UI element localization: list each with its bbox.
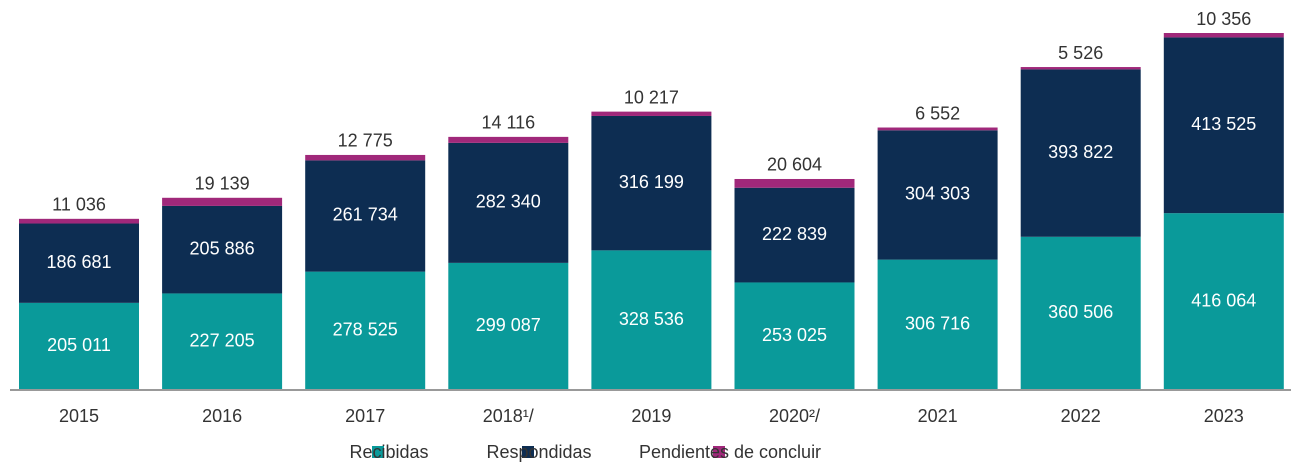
value-label: 282 340 bbox=[476, 192, 541, 212]
value-label: 222 839 bbox=[762, 224, 827, 244]
bar-segment bbox=[305, 160, 426, 272]
x-tick-label: 2022 bbox=[1061, 406, 1101, 426]
bar-segment bbox=[19, 223, 139, 303]
value-label: 360 506 bbox=[1048, 302, 1113, 322]
bar-segment bbox=[734, 187, 855, 283]
legend-label: Pendientes de concluir bbox=[639, 442, 821, 462]
x-tick-label: 2018¹/ bbox=[483, 406, 534, 426]
value-label: 11 036 bbox=[52, 195, 106, 215]
bar-segment bbox=[1020, 67, 1141, 70]
x-tick-label: 2021 bbox=[918, 406, 958, 426]
x-tick-label: 2020²/ bbox=[769, 406, 820, 426]
value-label: 186 681 bbox=[46, 252, 111, 272]
value-label: 304 303 bbox=[905, 184, 970, 204]
value-label: 328 536 bbox=[619, 309, 684, 329]
bar-segment bbox=[734, 178, 855, 188]
x-tick-label: 2016 bbox=[202, 406, 242, 426]
bar-segment bbox=[1163, 37, 1284, 214]
x-tick-label: 2017 bbox=[345, 406, 385, 426]
bar-segment bbox=[877, 130, 998, 260]
x-tick-label: 2015 bbox=[59, 406, 99, 426]
value-label: 393 822 bbox=[1048, 142, 1113, 162]
bar-segment bbox=[162, 205, 283, 294]
value-label: 299 087 bbox=[476, 315, 541, 335]
value-label: 306 716 bbox=[905, 314, 970, 334]
value-label: 19 139 bbox=[195, 174, 250, 194]
bar-segment bbox=[305, 154, 426, 161]
bar-segment bbox=[19, 302, 139, 390]
bar-segment bbox=[1020, 69, 1141, 237]
value-label: 12 775 bbox=[338, 131, 393, 151]
value-label: 416 064 bbox=[1191, 290, 1256, 310]
bar-segment bbox=[591, 250, 712, 390]
x-tick-label: 2023 bbox=[1204, 406, 1244, 426]
bar-segment bbox=[162, 293, 283, 390]
value-label: 316 199 bbox=[619, 172, 684, 192]
value-label: 10 217 bbox=[624, 87, 679, 107]
value-label: 261 734 bbox=[333, 205, 398, 225]
value-label: 10 356 bbox=[1196, 9, 1251, 29]
value-label: 14 116 bbox=[481, 113, 535, 133]
value-label: 278 525 bbox=[333, 320, 398, 340]
legend-swatch bbox=[713, 446, 725, 458]
value-label: 6 552 bbox=[915, 103, 960, 123]
bar-segment bbox=[877, 259, 998, 390]
bar-segment bbox=[19, 218, 139, 224]
value-label: 205 886 bbox=[190, 238, 255, 258]
legend-swatch bbox=[522, 446, 534, 458]
x-tick-label: 2019 bbox=[631, 406, 671, 426]
bar-segment bbox=[305, 271, 426, 390]
value-label: 5 526 bbox=[1058, 43, 1103, 63]
value-label: 20 604 bbox=[767, 155, 822, 175]
bar-segment bbox=[734, 282, 855, 390]
bar-segment bbox=[1163, 213, 1284, 390]
legend-label: Respondidas bbox=[486, 442, 591, 462]
bar-segment bbox=[162, 197, 283, 206]
value-label: 227 205 bbox=[190, 330, 255, 350]
legend-swatch bbox=[372, 446, 384, 458]
bar-segment bbox=[1020, 236, 1141, 390]
value-label: 413 525 bbox=[1191, 114, 1256, 134]
value-label: 205 011 bbox=[47, 335, 111, 355]
bar-segment bbox=[1163, 33, 1284, 38]
value-label: 253 025 bbox=[762, 325, 827, 345]
bar-segment bbox=[591, 115, 712, 251]
legend-label: Recibidas bbox=[349, 442, 428, 462]
bar-segment bbox=[448, 262, 569, 390]
bar-segment bbox=[448, 142, 569, 263]
bar-segment bbox=[591, 111, 712, 116]
bar-segment bbox=[448, 136, 569, 143]
bar-segment bbox=[877, 127, 998, 131]
